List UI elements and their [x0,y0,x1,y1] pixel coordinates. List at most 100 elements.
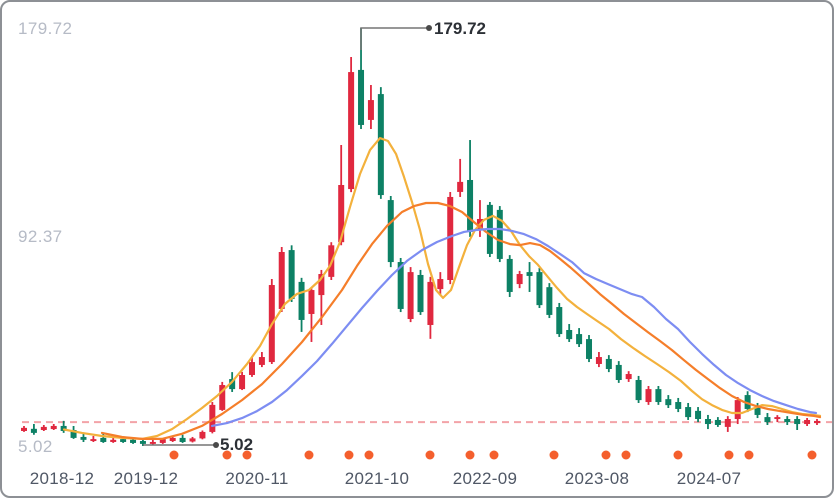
candle-down[interactable] [467,140,474,237]
event-dots-layer [169,450,817,460]
candle-up[interactable] [90,435,97,442]
candle-down[interactable] [417,269,424,315]
x-axis-label: 2024-07 [676,469,742,488]
event-dot[interactable] [304,450,314,460]
candle-down[interactable] [179,434,186,443]
event-dot[interactable] [601,450,611,460]
candle-up[interactable] [516,270,523,289]
candle-down[interactable] [576,328,583,347]
candle-up[interactable] [804,418,811,426]
event-dot[interactable] [222,450,232,460]
candle-up[interactable] [248,357,255,377]
candle-down[interactable] [675,397,682,413]
candle-down[interactable] [665,395,672,409]
candle-down[interactable] [695,407,702,423]
candle-up[interactable] [110,437,117,443]
event-dot[interactable] [549,450,559,460]
candle-up[interactable] [774,415,781,423]
event-dot[interactable] [807,450,817,460]
y-axis-label: 5.02 [18,437,53,456]
candle-up[interactable] [407,267,414,323]
candle-down[interactable] [655,385,662,405]
candle-up[interactable] [625,371,632,382]
candle-down[interactable] [496,206,503,263]
event-dot[interactable] [425,450,435,460]
x-axis-label: 2018-12 [29,469,95,488]
candle-up[interactable] [21,425,27,432]
event-dot[interactable] [673,450,683,460]
candle-down[interactable] [30,424,37,435]
candle-down[interactable] [80,433,87,442]
candle-up[interactable] [50,424,57,431]
candle-down[interactable] [744,391,751,413]
candle-down[interactable] [298,277,305,332]
candle-down[interactable] [288,245,295,303]
candle-down[interactable] [764,413,771,425]
max-price-annotation-label: 179.72 [434,19,486,38]
candle-down[interactable] [635,375,642,403]
x-axis-label: 2021-10 [344,469,410,488]
candle-up[interactable] [457,158,464,197]
candle-down[interactable] [377,87,384,199]
x-axis-label: 2020-11 [225,469,289,488]
min-annotation-dot [213,442,219,448]
candle-up[interactable] [814,419,820,425]
candle-up[interactable] [476,200,483,237]
candle-up[interactable] [367,84,374,130]
event-dot[interactable] [724,450,734,460]
candle-up[interactable] [724,416,731,432]
candle-down[interactable] [704,414,711,430]
y-axis-label: 179.72 [18,19,73,38]
candle-up[interactable] [189,436,196,443]
candle-up[interactable] [199,430,206,440]
event-dot[interactable] [169,450,179,460]
candle-down[interactable] [556,302,563,337]
candle-down[interactable] [714,417,721,427]
ma-lines-layer [62,137,822,440]
candle-down[interactable] [615,361,622,383]
candle-up[interactable] [338,145,345,246]
candle-up[interactable] [348,56,355,193]
annotations-layer [143,25,432,448]
event-dot[interactable] [364,450,374,460]
candle-down[interactable] [526,262,533,292]
candle-down[interactable] [784,416,791,425]
x-axis-label: 2023-08 [564,469,630,488]
candle-up[interactable] [40,424,47,431]
candle-down[interactable] [536,268,543,308]
candle-up[interactable] [645,385,652,405]
candle-down[interactable] [566,324,573,342]
candle-down[interactable] [546,283,553,319]
candle-up[interactable] [427,276,434,339]
event-dot[interactable] [621,450,631,460]
candle-down[interactable] [586,335,593,363]
candle-up[interactable] [239,371,246,391]
candle-down[interactable] [605,355,612,373]
candle-up[interactable] [437,272,444,296]
candle-up[interactable] [308,287,315,342]
event-dot[interactable] [489,450,499,460]
y-axis-label: 92.37 [18,227,63,246]
candle-down[interactable] [387,196,394,268]
max-annotation-line [360,27,429,50]
ma-long-line [210,227,818,427]
candle-up[interactable] [595,352,602,368]
candle-down[interactable] [139,438,146,446]
candle-up[interactable] [209,402,216,434]
event-dot[interactable] [344,450,354,460]
x-axis-label: 2022-09 [452,469,518,488]
candle-down[interactable] [506,255,513,297]
candle-up[interactable] [734,396,741,425]
candle-up[interactable] [278,246,285,313]
candles-layer [21,28,820,446]
candle-down[interactable] [794,416,801,431]
x-axis-label: 2019-12 [113,469,179,488]
event-dot[interactable] [242,450,252,460]
event-dot[interactable] [744,450,754,460]
candle-up[interactable] [219,381,226,411]
candle-down[interactable] [685,402,692,420]
event-dot[interactable] [465,450,475,460]
candle-up[interactable] [258,352,265,368]
